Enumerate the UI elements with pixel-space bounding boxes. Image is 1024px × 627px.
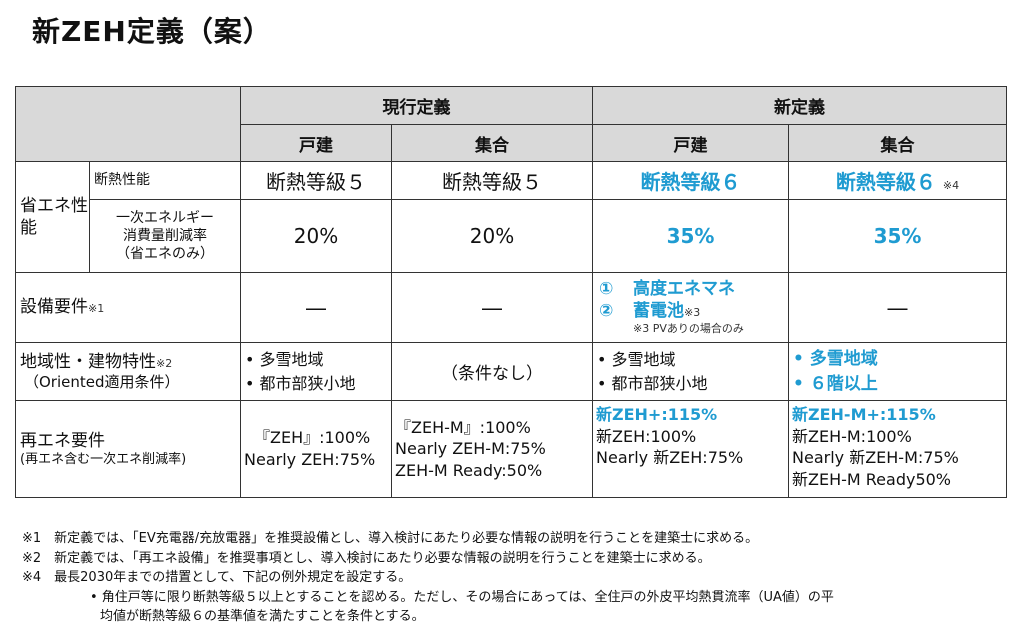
header-new: 新定義 (592, 86, 1007, 125)
insulation-note: ※4 (942, 179, 960, 192)
footnote-4-sub2: 均値が断熱等級６の基準値を満たすことを条件とする。 (100, 609, 425, 624)
equipment-item1: ① 高度エネマネ (599, 278, 788, 300)
footnote-1: ※1 新定義では、「EV充電器/充放電器」を推奨設備とし、導入検討にあたり必要な… (22, 531, 759, 546)
region-label-line1: 地域性・建物特性※2 (20, 351, 240, 373)
renewable-current-detached-line: 『ZEH』:100% (254, 428, 371, 448)
region-current-detached-item: 都市部狭小地 (245, 372, 391, 395)
region-new-collective-item: ６階以上 (793, 372, 1006, 397)
renewable-current-collective: 『ZEH-M』:100% Nearly ZEH-M:75% ZEH-M Read… (391, 400, 593, 498)
reduction-label-line2: 消費量削減率 (123, 227, 207, 244)
insulation-new-collective: 断熱等級６ ※4 (788, 161, 1007, 200)
equipment-label: 設備要件※1 (15, 272, 241, 343)
header-current: 現行定義 (240, 86, 593, 125)
region-label-text: 地域性・建物特性 (20, 351, 156, 372)
renewable-new-detached-line: 新ZEH:100% (596, 426, 697, 446)
equipment-label-text: 設備要件 (20, 297, 88, 318)
region-new-collective-item: 多雪地域 (793, 347, 1006, 372)
insulation-current-collective: 断熱等級５ (391, 161, 593, 200)
renewable-new-collective-line: 新ZEH-M Ready50% (792, 469, 952, 489)
renewable-new-collective-line: 新ZEH-M:100% (792, 426, 912, 446)
pv-note: ※3 PVありの場合のみ (633, 322, 744, 336)
renewable-new-collective: 新ZEH-M+:115% 新ZEH-M:100% Nearly 新ZEH-M:7… (788, 400, 1007, 498)
renewable-label: 再エネ要件 (再エネ含む一次エネ削減率) (15, 400, 241, 498)
zeh-definition-table: 現行定義 新定義 戸建 集合 戸建 集合 省エネ性能 断熱性能 断熱等級５ 断熱… (15, 86, 1007, 498)
header-new-detached: 戸建 (592, 124, 789, 162)
equipment-item1-text: 高度エネマネ (633, 279, 735, 300)
renewable-new-collective-line: Nearly 新ZEH-M:75% (792, 448, 959, 468)
region-new-detached-item: 都市部狭小地 (597, 372, 788, 395)
reduction-current-collective: 20% (391, 199, 593, 273)
renewable-current-detached-line: Nearly ZEH:75% (244, 450, 376, 469)
renewable-current-detached: 『ZEH』:100% Nearly ZEH:75% (240, 400, 392, 498)
header-new-collective: 集合 (788, 124, 1007, 162)
reduction-label-line1: 一次エネルギー (116, 209, 214, 226)
equipment-current-detached: ― (240, 272, 392, 343)
header-blank (15, 86, 241, 162)
renewable-current-collective-line: 『ZEH-M』:100% (395, 417, 531, 437)
equipment-label-note: ※1 (88, 302, 105, 316)
page-title: 新ZEH定義（案） (32, 15, 272, 48)
equipment-item2-num: ② (599, 301, 614, 322)
footnote-4-sub1: • 角住戸等に限り断熱等級５以上とすることを認める。ただし、その場合にあっては、… (90, 589, 834, 605)
renewable-new-collective-head: 新ZEH-M+:115% (792, 405, 936, 424)
header-current-collective: 集合 (391, 124, 593, 162)
renewable-current-collective-line: Nearly ZEH-M:75% (395, 439, 546, 459)
insulation-new-detached: 断熱等級６ (592, 161, 789, 200)
region-new-detached-item: 多雪地域 (597, 348, 788, 371)
insulation-current-detached: 断熱等級５ (240, 161, 392, 200)
region-label-line2: （Oriented適用条件） (24, 372, 180, 391)
reduction-new-collective: 35% (788, 199, 1007, 273)
reduction-label-line3: （省エネのみ） (116, 246, 214, 263)
header-current-detached: 戸建 (240, 124, 392, 162)
reduction-new-detached: 35% (592, 199, 789, 273)
insulation-new-collective-value: 断熱等級６ (835, 170, 936, 194)
region-label: 地域性・建物特性※2 （Oriented適用条件） (15, 342, 241, 401)
region-new-collective: 多雪地域 ６階以上 (788, 342, 1007, 401)
region-current-detached-item: 多雪地域 (245, 348, 391, 371)
renewable-label-line2: (再エネ含む一次エネ削減率) (20, 451, 187, 467)
equipment-item2-note: ※3 (684, 306, 701, 320)
equipment-item2: ② 蓄電池※3 (599, 300, 788, 322)
region-current-detached: 多雪地域 都市部狭小地 (240, 342, 392, 401)
reduction-label: 一次エネルギー 消費量削減率 （省エネのみ） (89, 199, 241, 273)
footnote-4: ※4 最長2030年までの措置として、下記の例外規定を設定する。 (22, 570, 412, 585)
insulation-label: 断熱性能 (89, 161, 241, 200)
region-label-note: ※2 (156, 356, 173, 370)
equipment-item1-num: ① (599, 279, 614, 300)
renewable-new-detached: 新ZEH+:115% 新ZEH:100% Nearly 新ZEH:75% (592, 400, 789, 498)
renewable-label-line1: 再エネ要件 (20, 430, 105, 451)
equipment-new-collective: ― (788, 272, 1007, 343)
equipment-current-collective: ― (391, 272, 593, 343)
renewable-new-detached-line: Nearly 新ZEH:75% (596, 448, 744, 468)
footnotes: ※1 新定義では、「EV充電器/充放電器」を推奨設備とし、導入検討にあたり必要な… (22, 529, 1012, 627)
renewable-current-collective-line: ZEH-M Ready:50% (395, 460, 543, 480)
reduction-current-detached: 20% (240, 199, 392, 273)
region-new-detached: 多雪地域 都市部狭小地 (592, 342, 789, 401)
energy-category: 省エネ性能 (15, 161, 90, 273)
region-current-collective: （条件なし） (391, 342, 593, 401)
footnote-2: ※2 新定義では、「再エネ設備」を推奨事項とし、導入検討にあたり必要な情報の説明… (22, 550, 711, 566)
equipment-item2-text: 蓄電池 (633, 301, 684, 322)
renewable-new-detached-head: 新ZEH+:115% (596, 405, 718, 424)
equipment-new-detached: ① 高度エネマネ ② 蓄電池※3 ※3 PVありの場合のみ (592, 272, 789, 343)
